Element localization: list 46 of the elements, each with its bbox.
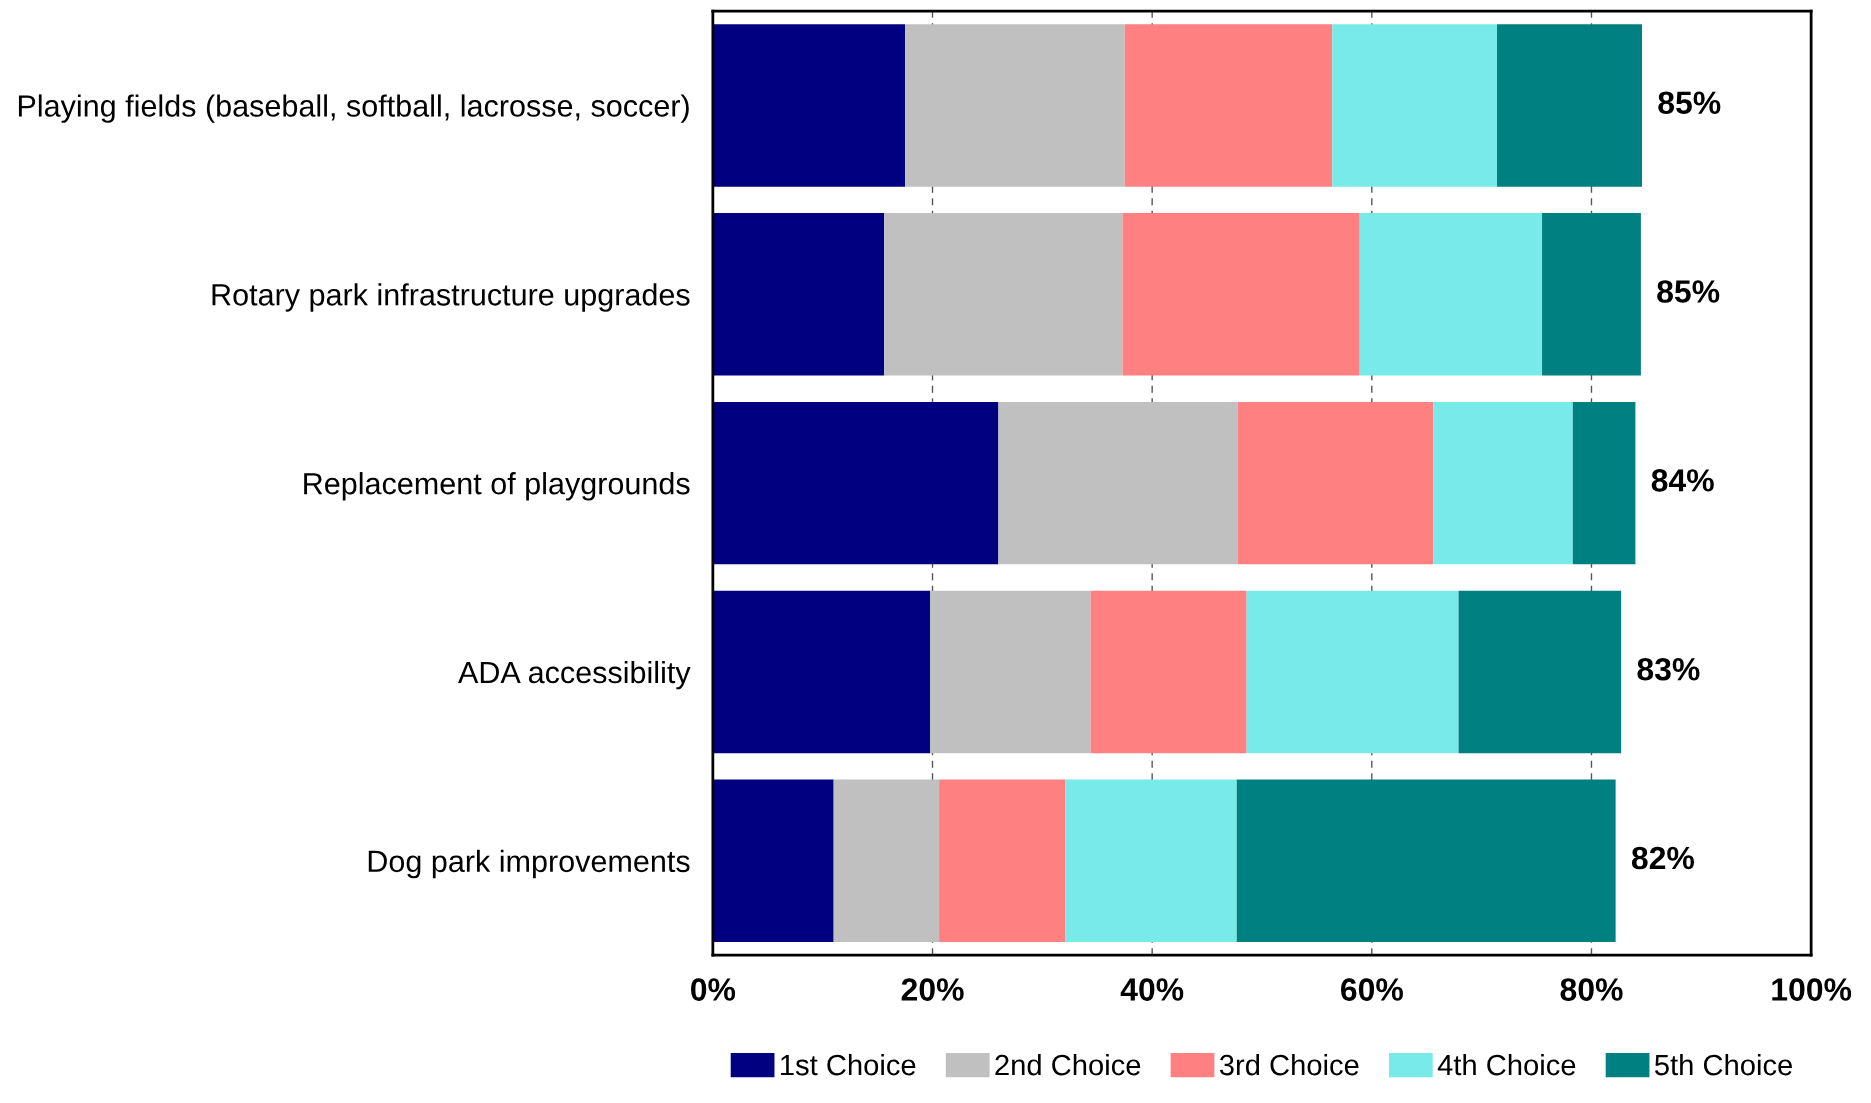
x-tick-label: 80% <box>1560 978 1623 1001</box>
bar <box>930 590 1091 754</box>
legend-label: 4th Choice <box>1437 1053 1576 1076</box>
x-tick-label: 40% <box>1120 978 1184 1001</box>
bar <box>1359 213 1543 376</box>
bar <box>1542 213 1641 376</box>
total-label: 85% <box>1658 91 1721 115</box>
y-tick-label: Dog park improvements <box>368 849 690 879</box>
bar <box>1458 590 1622 754</box>
bar <box>712 24 906 187</box>
legend-label: 1st Choice <box>781 1053 916 1076</box>
total-label: 83% <box>1637 657 1700 681</box>
bar <box>1065 779 1237 942</box>
legend-label: 3rd Choice <box>1219 1053 1359 1076</box>
y-tick-label: ADA accessibility <box>458 660 691 690</box>
bar <box>1572 401 1636 565</box>
x-tick-label: 0% <box>691 978 736 1001</box>
bar <box>1122 213 1360 376</box>
bar <box>1246 590 1459 754</box>
bar <box>939 779 1066 942</box>
bar <box>905 24 1125 187</box>
bar <box>833 779 940 942</box>
x-tick-label: 20% <box>901 978 964 1001</box>
bar <box>1090 590 1247 754</box>
total-label: 82% <box>1631 846 1695 870</box>
y-tick-label: Playing fields (baseball, softball, lacrosse, soccer) <box>18 94 689 123</box>
bar <box>884 213 1123 376</box>
x-tick-label: 60% <box>1341 978 1403 1001</box>
x-tick-label: 100% <box>1772 978 1852 1001</box>
bar <box>1332 24 1498 187</box>
total-label: 85% <box>1657 280 1720 303</box>
bar <box>1497 24 1642 187</box>
bar <box>712 779 834 942</box>
total-label: 84% <box>1651 469 1714 492</box>
y-tick-label: Replacement of playgrounds <box>304 472 690 501</box>
bar <box>712 401 999 565</box>
bar <box>998 401 1238 565</box>
bar <box>712 213 885 376</box>
legend-label: 2nd Choice <box>995 1053 1141 1076</box>
y-tick-label: Rotary park infrastructure upgrades <box>212 283 690 312</box>
bar <box>712 590 931 754</box>
bar <box>1237 401 1434 565</box>
legend-label: 5th Choice <box>1654 1053 1792 1076</box>
bar <box>1433 401 1573 565</box>
bar <box>1124 24 1333 187</box>
bar <box>1236 779 1616 942</box>
